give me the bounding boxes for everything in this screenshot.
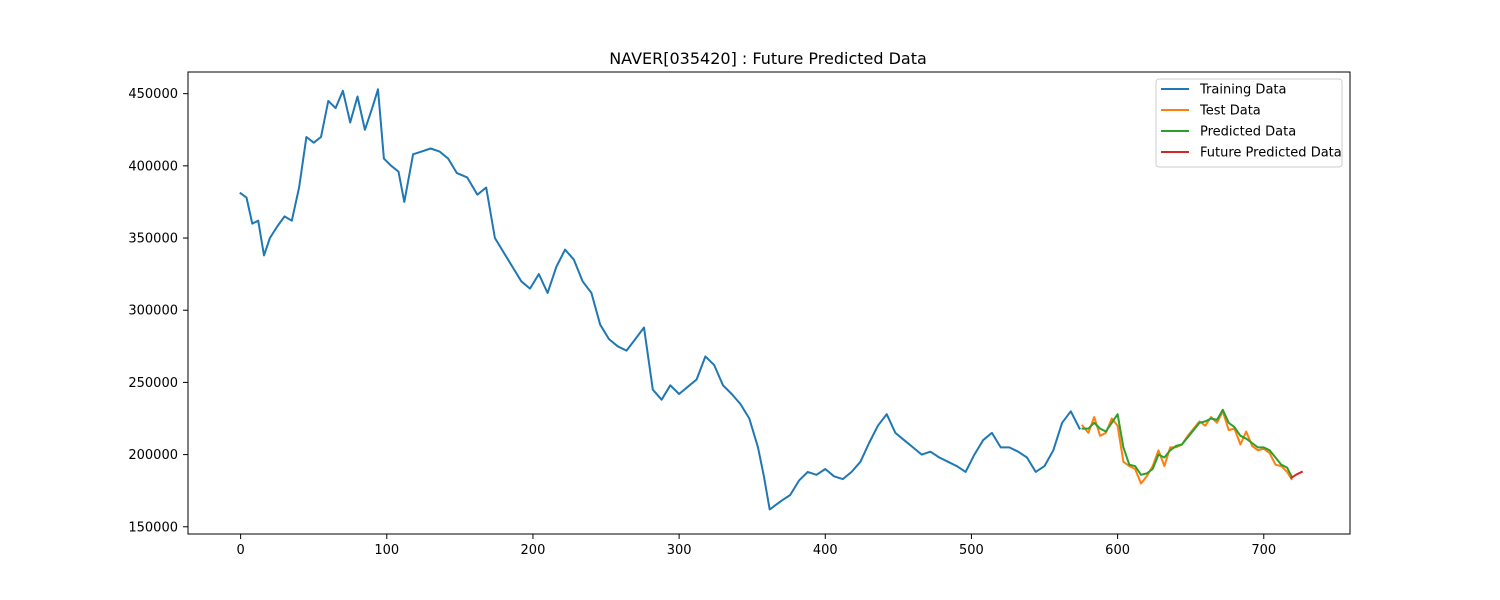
legend-label-training-data: Training Data [1199, 83, 1286, 98]
legend-box [1155, 78, 1343, 168]
legend: Training Data Test Data Predicted Data Futu… [1155, 78, 1343, 168]
x-tick-label: 400 [813, 543, 838, 558]
legend-label-predicted-data: Predicted Data [1200, 125, 1296, 140]
x-tick-label: 500 [959, 543, 984, 558]
y-tick-label: 350000 [128, 232, 178, 247]
series-line-future-predicted-data [1290, 470, 1304, 480]
series-line-training-data [239, 88, 1081, 511]
y-tick-label: 300000 [128, 304, 178, 319]
y-tick-label: 150000 [128, 520, 178, 535]
y-axis: 150000 200000 250000 300000 350000 400000 4500… [128, 87, 188, 535]
chart-title: NAVER[035420] : Future Predicted Data [609, 49, 927, 68]
series-line-predicted-data [1081, 408, 1293, 478]
y-tick-label: 200000 [128, 448, 178, 463]
legend-label-test-data: Test Data [1199, 104, 1261, 119]
x-tick-label: 600 [1105, 543, 1130, 558]
x-tick-label: 0 [236, 543, 244, 558]
series-layer [239, 88, 1304, 511]
x-axis: 0 100 200 300 400 500 600 700 [236, 534, 1276, 558]
x-tick-label: 100 [374, 543, 399, 558]
y-tick-label: 400000 [128, 159, 178, 174]
x-tick-label: 200 [521, 543, 546, 558]
y-tick-label: 250000 [128, 376, 178, 391]
legend-label-future-predicted-data: Future Predicted Data [1200, 146, 1342, 161]
y-tick-label: 450000 [128, 87, 178, 102]
x-tick-label: 700 [1251, 543, 1276, 558]
x-tick-label: 300 [667, 543, 692, 558]
plot-area [187, 71, 1351, 535]
